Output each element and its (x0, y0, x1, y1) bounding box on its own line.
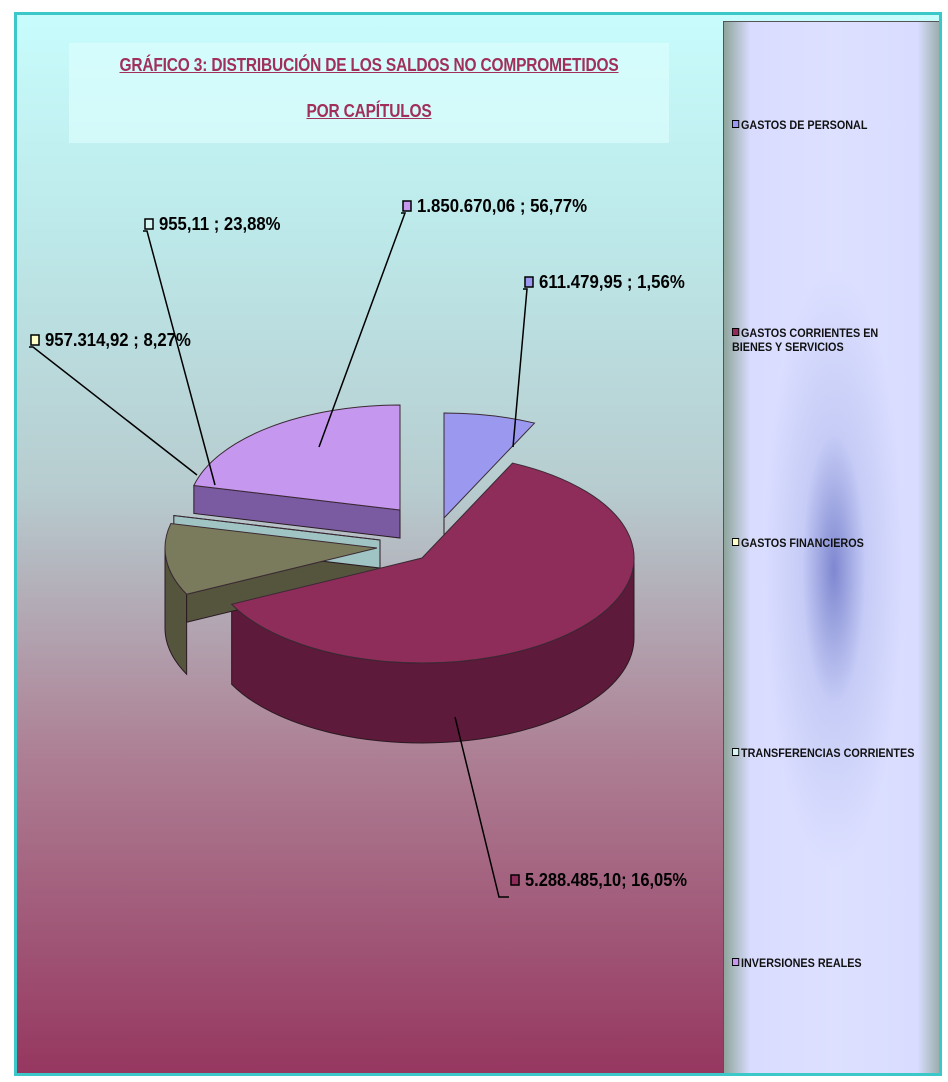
data-label-swatch (144, 218, 154, 230)
leader-line (512, 288, 528, 448)
legend-item: GASTOS DE PERSONAL (732, 118, 917, 132)
leader-line (29, 346, 198, 476)
data-label-swatch (402, 200, 412, 212)
legend-item: GASTOS FINANCIEROS (732, 536, 917, 550)
pie-slice (193, 404, 401, 511)
chart-area: GRÁFICO 3: DISTRIBUCIÓN DE LOS SALDOS NO… (14, 12, 942, 1076)
pie-slice (443, 412, 536, 520)
data-label: 611.479,95 ; 1,56% (539, 272, 685, 292)
legend-swatch (732, 958, 740, 966)
legend-label: GASTOS DE PERSONAL (741, 118, 868, 132)
leader-line (318, 212, 407, 448)
data-label-swatch (30, 334, 40, 346)
legend-label: GASTOS FINANCIEROS (741, 536, 864, 550)
chart-subtitle: POR CAPÍTULOS (306, 101, 432, 121)
legend-swatch (732, 538, 740, 546)
pie-slice (164, 523, 378, 595)
data-label: 1.850.670,06 ; 56,77% (417, 196, 587, 216)
chart-title-box: GRÁFICO 3: DISTRIBUCIÓN DE LOS SALDOS NO… (69, 43, 669, 143)
leader-line (143, 230, 216, 486)
chart-title: GRÁFICO 3: DISTRIBUCIÓN DE LOS SALDOS NO… (119, 55, 619, 75)
legend-label: GASTOS CORRIENTES EN BIENES Y SERVICIOS (732, 326, 879, 354)
legend-swatch (732, 328, 740, 336)
data-label: 957.314,92 ; 8,27% (45, 330, 191, 350)
pie-slice (173, 514, 381, 541)
legend-swatch (732, 748, 740, 756)
data-label-swatch (510, 874, 520, 886)
legend-label: TRANSFERENCIAS CORRIENTES (741, 746, 915, 760)
legend-item: TRANSFERENCIAS CORRIENTES (732, 746, 917, 760)
legend-item: GASTOS CORRIENTES EN BIENES Y SERVICIOS (732, 326, 917, 354)
pie-chart: 611.479,95 ; 1,56% 5.288.485,10; 16,05% 95… (29, 196, 687, 898)
data-label-swatch (524, 276, 534, 288)
legend-item: INVERSIONES REALES (732, 956, 917, 970)
data-label: 5.288.485,10; 16,05% (525, 870, 687, 890)
leader-line (454, 716, 509, 898)
pie-slice (230, 462, 635, 664)
legend-label: INVERSIONES REALES (741, 956, 862, 970)
data-label: 955,11 ; 23,88% (159, 214, 281, 234)
chart-legend: GASTOS DE PERSONAL GASTOS CORRIENTES EN B… (723, 21, 939, 1073)
legend-swatch (732, 120, 740, 128)
